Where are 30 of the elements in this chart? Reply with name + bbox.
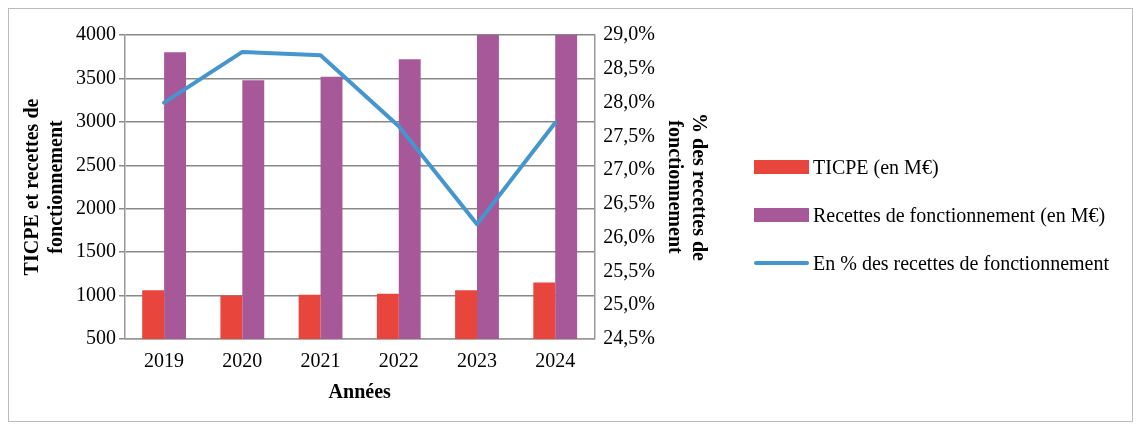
- y2-tick-label: 27,5%: [603, 123, 656, 146]
- y2-tick-label: 25,5%: [603, 258, 656, 281]
- y-tick-label: 4000: [76, 22, 116, 45]
- legend-label: TICPE (en M€): [813, 155, 939, 180]
- x-tick-label: 2022: [378, 349, 419, 372]
- x-tick-label: 2021: [300, 349, 341, 372]
- y-tick-label: 1500: [76, 239, 116, 262]
- x-tick-label: 2020: [222, 349, 263, 372]
- y2-tick-label: 29,0%: [603, 22, 656, 45]
- y2-tick-label: 24,5%: [603, 326, 656, 349]
- y-tick-label: 1000: [76, 282, 116, 305]
- y2-tick-label: 26,0%: [603, 224, 656, 247]
- legend-label: Recettes de fonctionnement (en M€): [813, 203, 1106, 228]
- y-tick-label: 3000: [76, 109, 116, 132]
- y-tick-label: 500: [86, 326, 116, 349]
- y2-tick-label: 28,5%: [603, 56, 656, 79]
- y-tick-label: 2000: [76, 195, 116, 218]
- y2-tick-label: 25,0%: [603, 292, 656, 315]
- y-tick-label: 3500: [76, 65, 116, 88]
- legend-label: En % des recettes de fonctionnement: [813, 251, 1109, 276]
- x-tick-label: 2023: [457, 349, 497, 372]
- y-axis-title: TICPE et recettes de fonctionnement: [20, 98, 67, 276]
- y2-axis-title: % des recettes de fonctionnement: [664, 113, 711, 262]
- y2-tick-label: 26,5%: [603, 191, 656, 214]
- x-tick-label: 2024: [535, 349, 576, 372]
- y-tick-label: 2500: [76, 152, 116, 175]
- x-tick-label: 2019: [144, 349, 185, 372]
- y2-tick-label: 27,0%: [603, 157, 656, 180]
- y2-tick-label: 28,0%: [603, 89, 656, 112]
- x-axis-title: Années: [328, 380, 391, 403]
